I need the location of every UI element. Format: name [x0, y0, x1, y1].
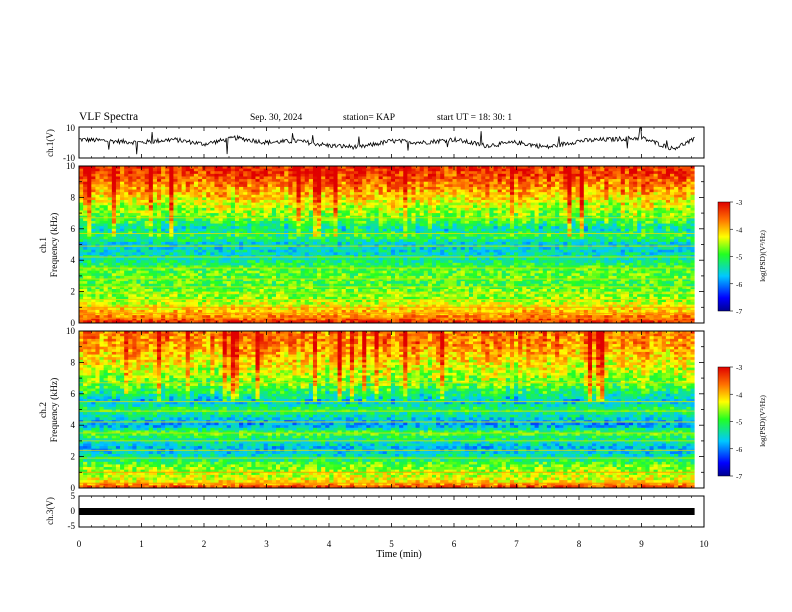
- x-tick-label: 8: [577, 539, 582, 549]
- ch1-waveform-panel: 10 -10 ch.1(V): [45, 123, 705, 163]
- ch1-ytick-top: 10: [66, 123, 76, 133]
- ch1-spectrogram-image: [79, 166, 704, 324]
- station-label: station= KAP: [343, 113, 396, 123]
- colorbar-tick-label: -4: [736, 225, 742, 234]
- spec2-ytick: 0: [71, 483, 76, 493]
- ch2-freq-label: Frequency (kHz): [49, 378, 60, 443]
- spec1-ytick: 10: [66, 161, 76, 171]
- x-tick-label: 4: [327, 539, 332, 549]
- spec2-ytick: 8: [71, 357, 76, 367]
- ch1-ytick-bottom: -10: [63, 153, 75, 163]
- spec2-ytick: 10: [66, 326, 76, 336]
- ch1-spectrogram-panel: 0 2 4 6 8 10 ch.1 Frequency (kHz): [39, 161, 705, 328]
- colorbar-tick-label: -7: [736, 307, 742, 316]
- ch3-waveform-panel: 5 0 -5 ch.3(V): [45, 491, 705, 531]
- ch2-spectrogram-image: [79, 331, 704, 489]
- spec2-ytick: 4: [71, 420, 76, 430]
- colorbar-tick-label: -7: [736, 472, 742, 481]
- ch1-freq-label: Frequency (kHz): [49, 213, 60, 278]
- colorbar-2-label: log(PSD)(V²/Hz): [758, 395, 767, 447]
- ch1-label: ch.1: [39, 237, 49, 253]
- spec2-ytick: 2: [71, 452, 76, 462]
- x-tick-label: 0: [77, 539, 82, 549]
- spec1-ytick: 4: [71, 255, 76, 265]
- ch3-ytick-bottom: -5: [68, 521, 76, 531]
- spec1-ytick: 0: [71, 318, 76, 328]
- spec1-ytick: 8: [71, 192, 76, 202]
- spec1-ytick: 6: [71, 224, 76, 234]
- ch2-label: ch.2: [39, 402, 49, 418]
- colorbar-1-label: log(PSD)(V²/Hz): [758, 230, 767, 282]
- start-time-label: start UT = 18: 30: 1: [437, 113, 513, 123]
- x-axis-label: Time (min): [376, 549, 421, 560]
- colorbar-tick-label: -5: [736, 253, 742, 262]
- x-tick-label: 10: [700, 539, 710, 549]
- x-tick-label: 6: [452, 539, 457, 549]
- ch3-ytick-mid: 0: [71, 506, 76, 516]
- ch1-ylabel: ch.1(V): [45, 129, 55, 157]
- x-tick-label: 7: [514, 539, 519, 549]
- colorbar-tick-label: -4: [736, 390, 742, 399]
- x-tick-label: 1: [139, 539, 144, 549]
- ch1-trace: [78, 127, 695, 155]
- colorbar-tick-label: -3: [736, 363, 742, 372]
- colorbar-tick-label: -3: [736, 198, 742, 207]
- x-tick-label: 9: [639, 539, 644, 549]
- date-label: Sep. 30, 2024: [250, 113, 303, 123]
- ch2-spectrogram-panel: 0 2 4 6 8 10 ch.2 Frequency (kHz): [39, 326, 705, 493]
- x-axis-tick-labels: 0 1 2 3 4 5 6 7 8 9 10: [77, 539, 709, 549]
- colorbar-tick-label: -6: [736, 280, 742, 289]
- chart-title: VLF Spectra: [79, 111, 139, 123]
- x-tick-label: 3: [264, 539, 269, 549]
- colorbar-1: -3 -4 -5 -6 -7 log(PSD)(V²/Hz): [717, 198, 767, 316]
- ch3-trace: [79, 508, 695, 515]
- ch3-ytick-top: 5: [71, 491, 76, 501]
- x-tick-label: 5: [389, 539, 394, 549]
- spec1-ytick: 2: [71, 287, 76, 297]
- colorbar-tick-label: -6: [736, 445, 742, 454]
- spec2-ytick: 6: [71, 389, 76, 399]
- x-tick-label: 2: [202, 539, 207, 549]
- ch3-ylabel: ch.3(V): [45, 497, 55, 525]
- colorbar-2: -3 -4 -5 -6 -7 log(PSD)(V²/Hz): [717, 363, 767, 481]
- colorbar-tick-label: -5: [736, 418, 742, 427]
